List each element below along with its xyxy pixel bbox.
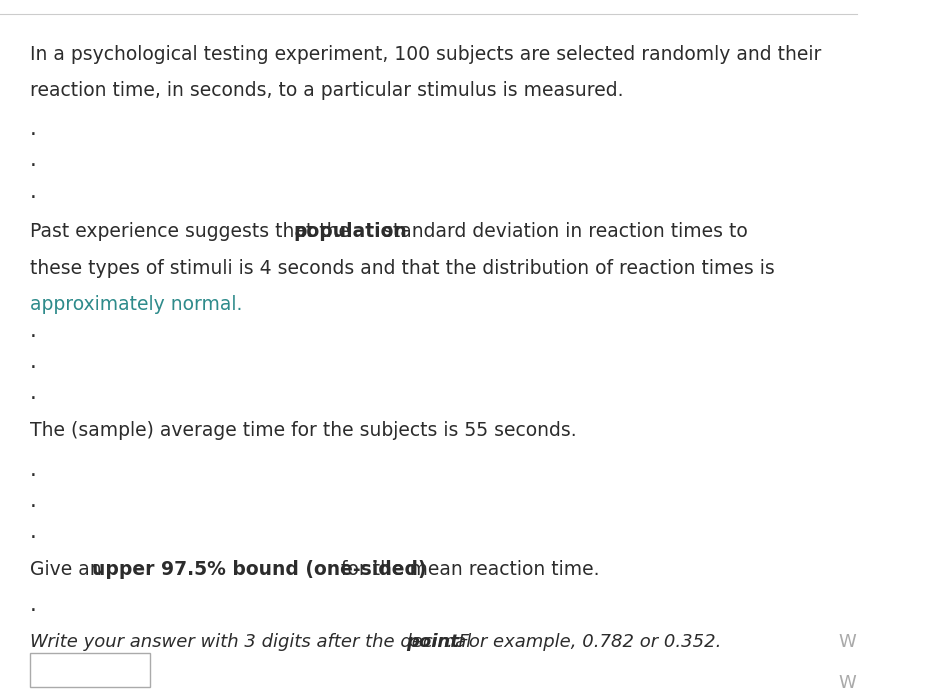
Text: ·: ·: [30, 125, 37, 145]
FancyBboxPatch shape: [30, 653, 150, 687]
Text: ·: ·: [30, 528, 37, 549]
Text: . For example, 0.782 or 0.352.: . For example, 0.782 or 0.352.: [447, 633, 721, 650]
Text: W: W: [838, 633, 855, 650]
Text: The (sample) average time for the subjects is 55 seconds.: The (sample) average time for the subjec…: [30, 420, 576, 440]
Text: Give an: Give an: [30, 560, 108, 579]
Text: these types of stimuli is 4 seconds and that the distribution of reaction times : these types of stimuli is 4 seconds and …: [30, 259, 775, 277]
Text: ·: ·: [30, 358, 37, 378]
Text: population: population: [293, 222, 407, 241]
Text: Write your answer with 3 digits after the decimal: Write your answer with 3 digits after th…: [30, 633, 477, 650]
Text: upper 97.5% bound (one-sided): upper 97.5% bound (one-sided): [92, 560, 426, 579]
Text: ·: ·: [30, 497, 37, 517]
Text: In a psychological testing experiment, 100 subjects are selected randomly and th: In a psychological testing experiment, 1…: [30, 45, 821, 64]
Text: for the mean reaction time.: for the mean reaction time.: [335, 560, 600, 579]
Text: W: W: [838, 674, 855, 692]
Text: ·: ·: [30, 187, 37, 208]
Text: ·: ·: [30, 156, 37, 176]
Text: standard deviation in reaction times to: standard deviation in reaction times to: [377, 222, 748, 241]
Text: ·: ·: [30, 327, 37, 346]
Text: reaction time, in seconds, to a particular stimulus is measured.: reaction time, in seconds, to a particul…: [30, 82, 623, 100]
Text: Past experience suggests that the: Past experience suggests that the: [30, 222, 356, 241]
Text: ·: ·: [30, 466, 37, 486]
Text: point: point: [406, 633, 459, 650]
Text: ·: ·: [30, 602, 37, 621]
Text: ·: ·: [30, 389, 37, 409]
Text: approximately normal.: approximately normal.: [30, 295, 242, 314]
